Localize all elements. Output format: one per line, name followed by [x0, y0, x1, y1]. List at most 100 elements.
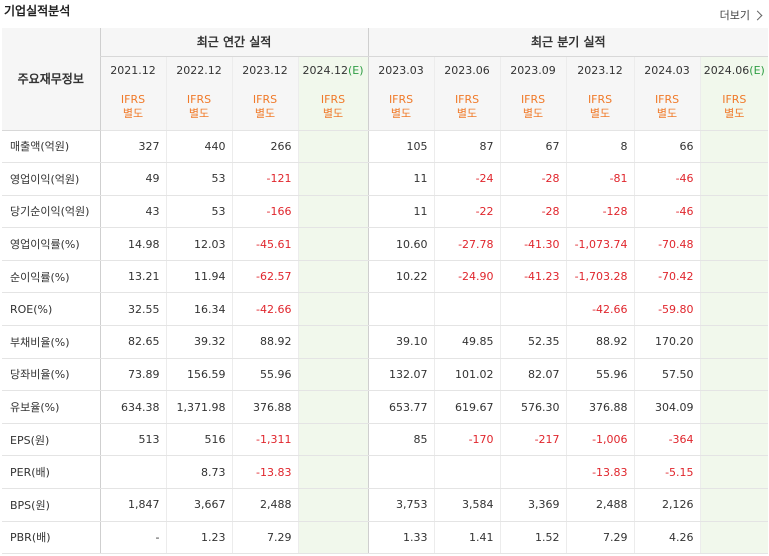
period-label: 2023.09 [510, 63, 556, 77]
value-cell: -70.42 [633, 260, 701, 294]
value-cell: 88.92 [565, 325, 635, 359]
value-cell [499, 292, 567, 327]
value-cell: -46 [633, 162, 701, 196]
value-cell [699, 325, 769, 359]
value-cell: 170.20 [633, 325, 701, 359]
row-label: 부채비율(%) [2, 325, 100, 359]
row-label: 당좌비율(%) [2, 358, 100, 392]
value-cell: 67 [499, 129, 567, 164]
value-cell: -1,311 [231, 422, 298, 457]
ifrs-label: IFRS 별도 [433, 84, 501, 131]
row-label: 영업이익률(%) [2, 227, 100, 261]
value-cell: -59.80 [633, 292, 701, 327]
value-cell: -41.30 [499, 227, 567, 261]
value-cell [297, 358, 369, 392]
table-row: 영업이익률(%) 14.98 12.03 -45.61 10.60 -27.78 -41.3… [2, 227, 769, 261]
more-label: 더보기 [719, 9, 750, 22]
value-cell: 2,488 [565, 488, 635, 522]
ifrs-standard: IFRS [587, 92, 613, 106]
ifrs-label: IFRS 별도 [165, 84, 232, 131]
ifrs-standard: IFRS [454, 92, 480, 106]
ifrs-standard: IFRS [120, 92, 146, 106]
value-cell: -46 [633, 195, 701, 229]
chevron-right-icon [752, 10, 763, 20]
value-cell: 11 [367, 162, 435, 196]
ifrs-type: 별도 [254, 106, 276, 120]
ifrs-standard: IFRS [388, 92, 414, 106]
value-cell: -166 [231, 195, 298, 229]
value-cell [297, 227, 369, 261]
value-cell: 376.88 [231, 390, 298, 424]
period-label: 2021.12 [110, 63, 156, 77]
value-cell: 516 [165, 422, 232, 457]
value-cell: 440 [165, 129, 232, 164]
ifrs-label: IFRS 별도 [499, 84, 567, 131]
value-cell: -62.57 [231, 260, 298, 294]
period-header: 2023.12 [565, 56, 635, 84]
value-cell: 619.67 [433, 390, 501, 424]
value-cell: 14.98 [99, 227, 166, 261]
value-cell: - [99, 521, 166, 555]
estimate-mark: (E) [749, 63, 765, 77]
value-cell: 101.02 [433, 358, 501, 392]
value-cell: 13.21 [99, 260, 166, 294]
value-cell: 88.92 [231, 325, 298, 359]
ifrs-standard: IFRS [520, 92, 546, 106]
value-cell: 3,753 [367, 488, 435, 522]
value-cell: -364 [633, 422, 701, 457]
period-header: 2021.12 [99, 56, 166, 84]
value-cell: 10.60 [367, 227, 435, 261]
ifrs-label: IFRS 별도 [633, 84, 701, 131]
value-cell: 7.29 [565, 521, 635, 555]
value-cell [699, 260, 769, 294]
value-cell: 304.09 [633, 390, 701, 424]
value-cell [699, 422, 769, 457]
table-row: 순이익률(%) 13.21 11.94 -62.57 10.22 -24.90 -41.23… [2, 260, 769, 294]
group-quarterly: 최근 분기 실적 [367, 28, 769, 57]
more-link[interactable]: 더보기 [719, 7, 763, 23]
value-cell: 1.52 [499, 521, 567, 555]
ifrs-label: IFRS 별도 [565, 84, 635, 131]
period-header: 2024.03 [633, 56, 701, 84]
ifrs-standard: IFRS [320, 92, 346, 106]
value-cell [367, 292, 435, 327]
table-row: PBR(배) -1.23 7.29 1.33 1.41 1.52 7.29 4.26 [2, 521, 769, 555]
ifrs-type: 별도 [390, 106, 412, 120]
ifrs-type: 별도 [456, 106, 478, 120]
value-cell [699, 455, 769, 490]
value-cell: 266 [231, 129, 298, 164]
value-cell [297, 422, 369, 457]
value-cell: 1.23 [165, 521, 232, 555]
row-label: 영업이익(억원) [2, 162, 100, 196]
period-header: 2023.06 [433, 56, 501, 84]
table-row: BPS(원) 1,847 3,667 2,488 3,753 3,584 3,369 2,48… [2, 488, 769, 522]
period-header: 2022.12 [165, 56, 232, 84]
value-cell: 8 [565, 129, 635, 164]
value-cell: -13.83 [231, 455, 298, 490]
ifrs-type: 별도 [589, 106, 611, 120]
value-cell: 3,667 [165, 488, 232, 522]
row-label: 유보율(%) [2, 390, 100, 424]
value-cell [99, 455, 166, 490]
value-cell [297, 325, 369, 359]
value-cell: -121 [231, 162, 298, 196]
value-cell: 85 [367, 422, 435, 457]
value-cell [297, 292, 369, 327]
value-cell: 4.26 [633, 521, 701, 555]
period-label: 2023.03 [378, 63, 424, 77]
estimate-mark: (E) [348, 63, 364, 77]
table-row: 매출액(억원) 327 440 266 105 87 67 8 66 [2, 129, 769, 164]
value-cell: -28 [499, 195, 567, 229]
ifrs-type: 별도 [122, 106, 144, 120]
group-annual: 최근 연간 실적 [99, 28, 369, 57]
value-cell: -42.66 [231, 292, 298, 327]
value-cell: 8.73 [165, 455, 232, 490]
financial-summary-table: 주요재무정보 최근 연간 실적 최근 분기 실적 2021.12 2022.12 2… [2, 28, 769, 555]
value-cell: 57.50 [633, 358, 701, 392]
value-cell: 53 [165, 162, 232, 196]
value-cell [433, 455, 501, 490]
value-cell: -24.90 [433, 260, 501, 294]
value-cell [297, 488, 369, 522]
value-cell: 11.94 [165, 260, 232, 294]
value-cell: 576.30 [499, 390, 567, 424]
